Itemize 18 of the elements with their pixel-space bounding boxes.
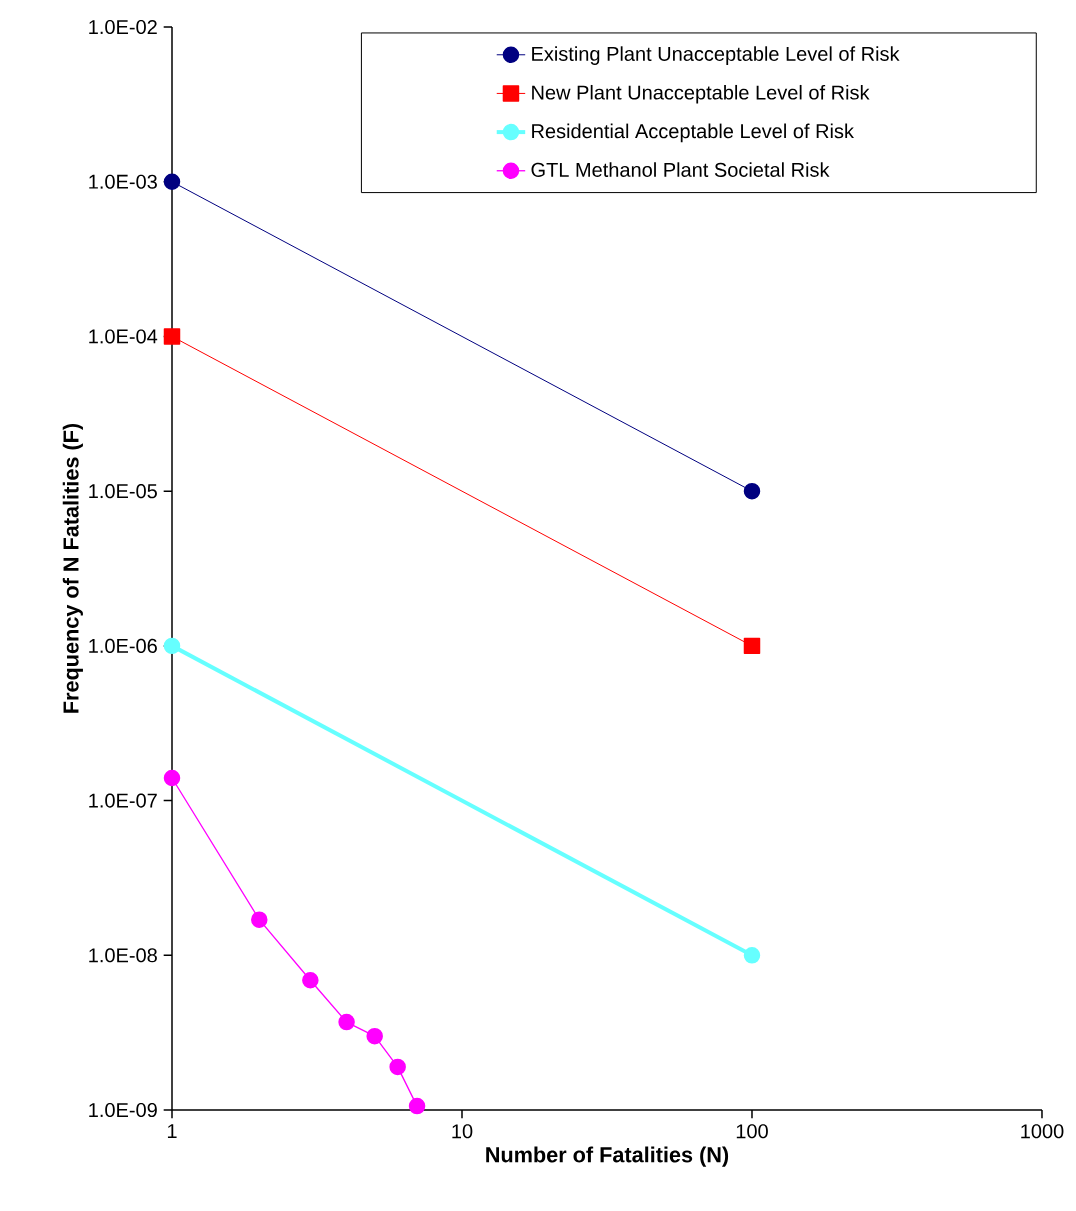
y-tick-label: 1.0E-02 — [89, 19, 157, 35]
legend-label: Residential Acceptable Level of Risk — [532, 123, 854, 143]
x-tick-label: 10 — [452, 1124, 473, 1139]
y-tick-label: 1.0E-03 — [89, 174, 157, 189]
legend-label: New Plant Unacceptable Level of Risk — [532, 84, 870, 104]
legend-label: Existing Plant Unacceptable Level of Risk — [532, 46, 900, 65]
y-tick-label: 1.0E-06 — [89, 638, 157, 653]
y-tick-label: 1.0E-08 — [89, 948, 157, 963]
x-tick-label: 1000 — [1021, 1124, 1064, 1139]
y-tick-label: 1.0E-04 — [89, 329, 158, 344]
x-tick-label: 100 — [736, 1124, 768, 1139]
y-axis-title: Frequency of N Fatalities (F) — [62, 423, 83, 713]
legend-label: GTL Methanol Plant Societal Risk — [531, 162, 830, 177]
y-tick-label: 1.0E-05 — [89, 484, 157, 499]
y-tick-label: 1.0E-07 — [89, 793, 157, 808]
x-axis-title: Number of Fatalities (N) — [486, 1146, 729, 1167]
x-tick-label: 1 — [167, 1124, 177, 1138]
y-tick-label: 1.0E-09 — [89, 1102, 157, 1118]
